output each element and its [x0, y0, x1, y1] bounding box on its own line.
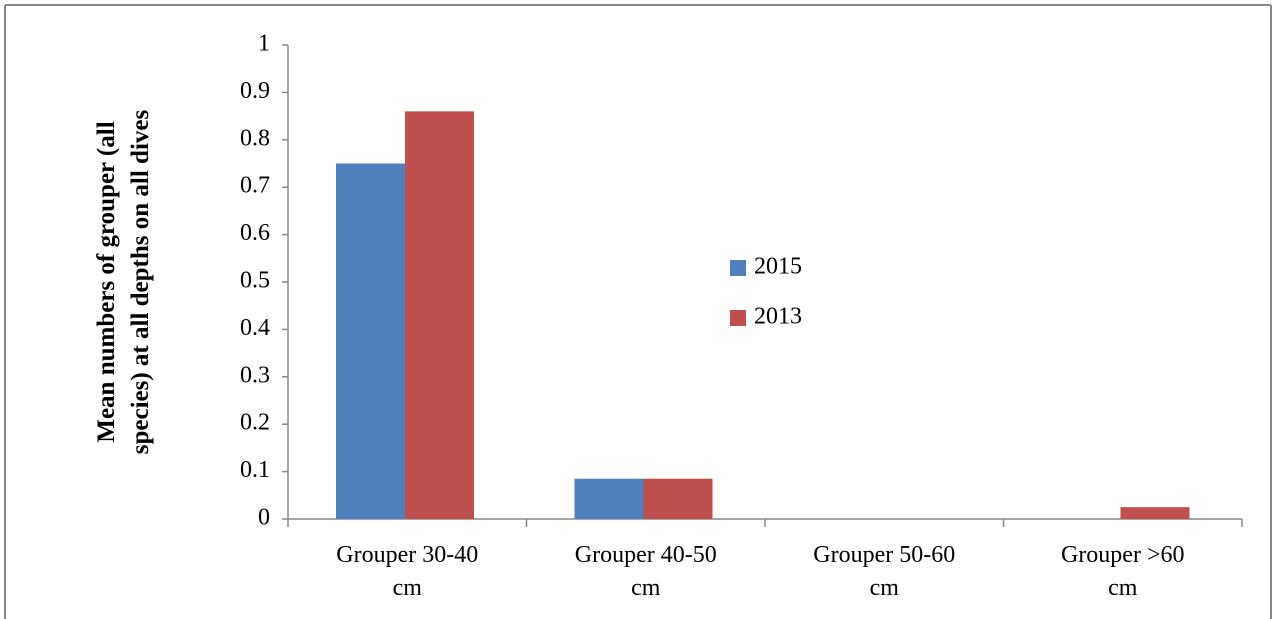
y-tick-label: 0.1: [240, 457, 270, 483]
bar: [574, 478, 644, 519]
y-tick-label: 0.7: [240, 173, 270, 199]
legend-label: 2013: [754, 304, 802, 330]
y-axis-label: Mean numbers of grouper (all species) at …: [93, 110, 154, 455]
x-tick-label: Grouper 40-50 cm: [575, 542, 717, 601]
x-tick-label: Grouper >60 cm: [1061, 542, 1185, 601]
y-tick-label: 0.6: [240, 220, 270, 246]
legend-label: 2015: [754, 254, 802, 280]
y-tick-label: 0: [258, 505, 270, 531]
bar: [643, 478, 713, 519]
bar: [336, 163, 405, 519]
y-tick-label: 0.3: [240, 362, 270, 388]
y-tick-label: 0.8: [240, 125, 270, 151]
y-tick-label: 0.5: [240, 268, 270, 294]
legend-swatch: [730, 260, 746, 276]
bar: [405, 111, 474, 520]
bar: [1120, 507, 1190, 519]
y-tick-label: 1: [258, 31, 270, 57]
y-tick-label: 0.9: [240, 78, 270, 104]
y-tick-label: 0.4: [240, 315, 270, 341]
y-tick-label: 0.2: [240, 410, 270, 436]
x-tick-label: Grouper 30-40 cm: [336, 542, 478, 601]
x-tick-label: Grouper 50-60 cm: [813, 542, 955, 601]
legend-swatch: [730, 310, 746, 326]
